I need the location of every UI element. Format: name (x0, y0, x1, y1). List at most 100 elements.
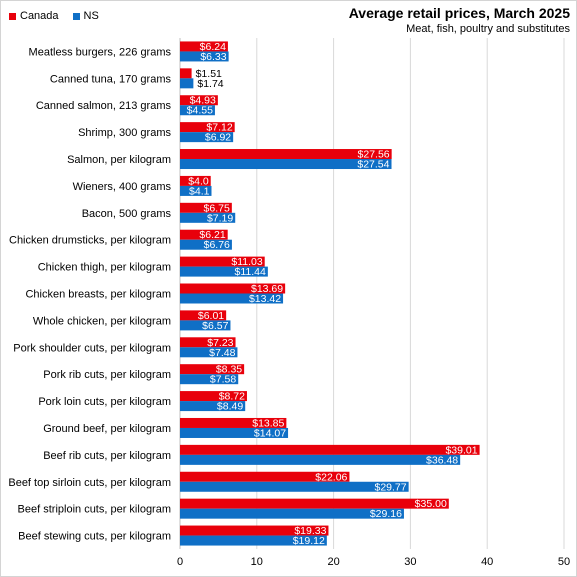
legend: Canada NS (9, 10, 113, 22)
bar-canada (180, 175, 211, 186)
category-label: Chicken breasts, per kilogram (25, 289, 171, 301)
bar-canada (180, 525, 329, 536)
bar-ns (180, 266, 268, 277)
data-label-canada: $4.0 (188, 175, 209, 187)
x-tick-label: 20 (327, 556, 339, 568)
bar-ns (180, 51, 229, 62)
bar-ns (180, 159, 392, 170)
x-tick-label: 40 (481, 556, 493, 568)
bar-ns (180, 78, 194, 89)
bar-canada (180, 391, 247, 402)
data-label-ns: $8.49 (217, 401, 243, 413)
bar-canada (180, 310, 227, 321)
data-label-canada: $6.24 (200, 41, 226, 53)
category-label: Beef rib cuts, per kilogram (43, 450, 171, 462)
chart-subtitle: Meat, fish, poultry and substitutes (406, 23, 570, 35)
bar-ns (180, 239, 232, 250)
data-label-ns: $7.48 (209, 347, 235, 359)
category-label: Canned tuna, 170 grams (50, 73, 172, 85)
category-label: Pork loin cuts, per kilogram (38, 396, 171, 408)
category-label: Canned salmon, 213 grams (36, 100, 172, 112)
category-label: Beef top sirloin cuts, per kilogram (8, 477, 171, 489)
category-label: Beef stewing cuts, per kilogram (18, 531, 171, 543)
category-label: Meatless burgers, 226 grams (29, 46, 172, 58)
category-label: Shrimp, 300 grams (78, 127, 171, 139)
data-label-canada: $4.93 (190, 95, 216, 107)
bar-ns (180, 105, 215, 116)
category-label: Beef striploin cuts, per kilogram (18, 504, 171, 516)
x-tick-label: 0 (177, 556, 183, 568)
data-label-ns: $27.54 (357, 159, 389, 171)
bar-canada (180, 337, 236, 348)
bar-canada (180, 256, 265, 267)
data-label-canada: $35.00 (415, 498, 447, 510)
bar-canada (180, 202, 232, 213)
legend-label-canada: Canada (20, 10, 59, 22)
data-label-canada: $6.01 (198, 310, 224, 322)
bar-canada (180, 498, 449, 509)
legend-item-ns: NS (72, 10, 99, 22)
bar-ns (180, 293, 284, 304)
data-label-canada: $19.33 (294, 525, 326, 537)
bar-canada (180, 95, 218, 106)
data-label-canada: $27.56 (358, 149, 390, 161)
data-label-ns: $1.74 (197, 78, 223, 90)
bar-ns (180, 481, 409, 492)
data-label-ns: $13.42 (249, 293, 281, 305)
legend-item-canada: Canada (9, 10, 59, 22)
legend-label-ns: NS (83, 10, 99, 22)
bar-ns (180, 454, 461, 465)
bar-ns (180, 535, 327, 546)
bar-canada (180, 364, 245, 375)
category-label: Pork rib cuts, per kilogram (43, 369, 171, 381)
category-label: Bacon, 500 grams (82, 208, 172, 220)
category-label: Whole chicken, per kilogram (33, 315, 171, 327)
legend-swatch-ns (72, 12, 80, 20)
category-label: Pork shoulder cuts, per kilogram (13, 342, 171, 354)
bar-ns (180, 427, 289, 438)
title-block: Average retail prices, March 2025 Meat, … (349, 5, 570, 35)
category-label: Chicken thigh, per kilogram (38, 262, 171, 274)
data-label-ns: $4.55 (187, 105, 213, 117)
data-label-ns: $6.33 (200, 51, 226, 63)
category-label: Chicken drumsticks, per kilogram (9, 235, 171, 247)
bar-canada (180, 122, 235, 133)
bar-ns (180, 347, 238, 358)
data-label-ns: $6.92 (205, 132, 231, 144)
bar-canada (180, 471, 350, 482)
bar-canada (180, 229, 228, 240)
data-label-canada: $8.35 (216, 364, 242, 376)
x-tick-label: 10 (251, 556, 263, 568)
data-label-ns: $6.57 (202, 320, 228, 332)
data-label-canada: $39.01 (445, 444, 477, 456)
x-tick-label: 50 (558, 556, 570, 568)
data-label-canada: $8.72 (219, 391, 245, 403)
bar-canada (180, 149, 392, 160)
bar-canada (180, 68, 192, 79)
category-label: Ground beef, per kilogram (43, 423, 171, 435)
data-label-canada: $1.51 (196, 68, 222, 80)
category-label: Salmon, per kilogram (67, 154, 171, 166)
data-label-ns: $7.58 (210, 374, 236, 386)
bar-canada (180, 417, 287, 428)
data-label-canada: $13.85 (252, 417, 284, 429)
data-label-canada: $6.75 (204, 202, 230, 214)
data-label-canada: $7.12 (206, 122, 232, 134)
bar-ns (180, 508, 404, 519)
data-label-ns: $29.16 (370, 508, 402, 520)
x-tick-label: 30 (404, 556, 416, 568)
bar-canada (180, 444, 480, 455)
bar-ns (180, 185, 212, 196)
bar-canada (180, 41, 228, 52)
data-label-ns: $14.07 (254, 427, 286, 439)
bar-canada (180, 283, 286, 294)
data-label-canada: $7.23 (207, 337, 233, 349)
chart-title: Average retail prices, March 2025 (348, 5, 570, 21)
data-label-ns: $36.48 (426, 454, 458, 466)
data-label-ns: $19.12 (293, 535, 325, 547)
legend-swatch-canada (9, 12, 16, 20)
data-label-canada: $6.21 (199, 229, 225, 241)
data-label-ns: $29.77 (375, 481, 407, 493)
data-label-ns: $7.19 (207, 212, 233, 224)
